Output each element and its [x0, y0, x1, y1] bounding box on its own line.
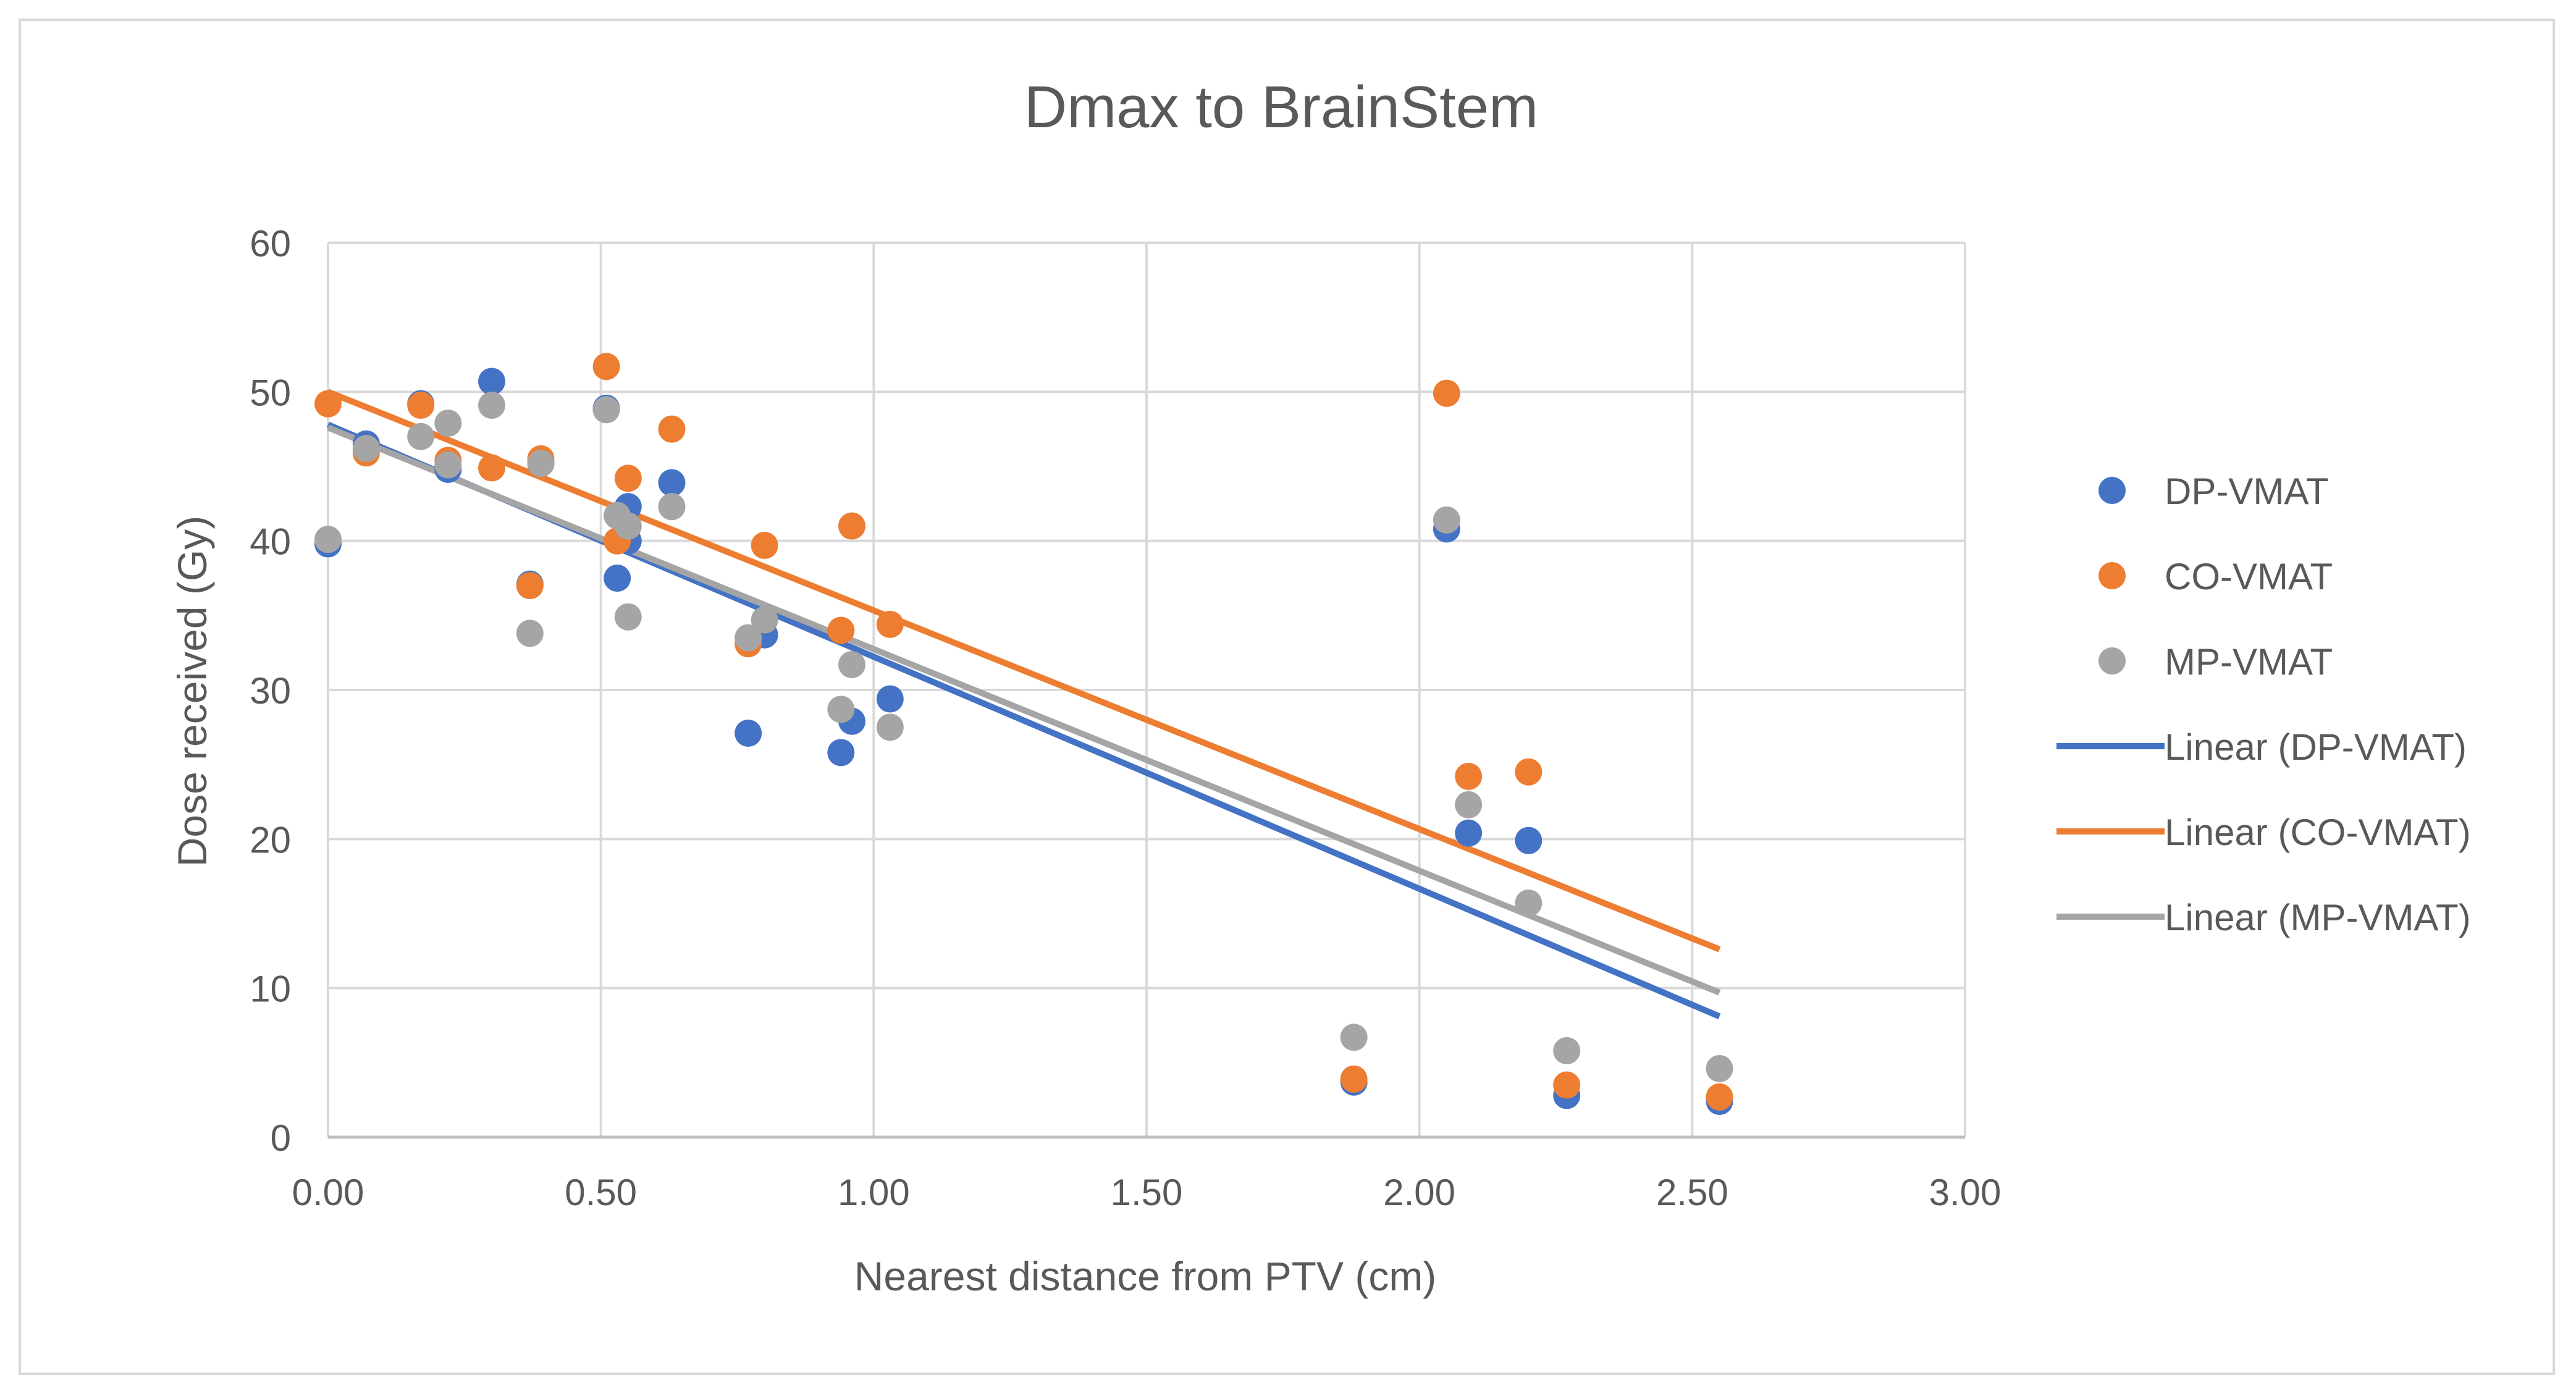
point-mp-vmat [527, 450, 555, 477]
gridlines [327, 242, 1966, 1139]
point-co-vmat [1433, 379, 1460, 407]
legend-marker-dp-vmat [2098, 477, 2126, 504]
point-mp-vmat [1340, 1024, 1368, 1051]
x-axis-label: Nearest distance from PTV (cm) [854, 1253, 1437, 1299]
point-mp-vmat [1455, 791, 1483, 818]
point-mp-vmat [407, 423, 435, 450]
x-tick-label: 0.50 [565, 1172, 637, 1213]
trendline-linear-mp-vmat [327, 424, 1721, 996]
point-co-vmat [751, 531, 778, 559]
point-mp-vmat [1553, 1037, 1581, 1065]
x-tick-label: 2.00 [1383, 1172, 1455, 1213]
point-dp-vmat [478, 368, 505, 395]
point-dp-vmat [1455, 819, 1483, 847]
point-mp-vmat [876, 713, 904, 741]
y-tick-label: 50 [250, 372, 291, 413]
y-tick-label: 10 [250, 969, 291, 1010]
point-mp-vmat [827, 696, 855, 723]
point-mp-vmat [1433, 506, 1460, 534]
legend-marker-co-vmat [2098, 562, 2126, 589]
point-co-vmat [1553, 1071, 1581, 1099]
point-dp-vmat [1515, 826, 1543, 854]
point-mp-vmat [751, 606, 778, 634]
point-mp-vmat [1515, 889, 1543, 917]
y-tick-label: 60 [250, 223, 291, 264]
y-tick-label: 20 [250, 819, 291, 860]
point-co-vmat [827, 616, 855, 644]
point-dp-vmat [734, 719, 762, 747]
point-co-vmat [516, 572, 544, 600]
x-tick-label: 0.00 [292, 1172, 364, 1213]
x-tick-label: 1.00 [838, 1172, 910, 1213]
legend-label: Linear (DP-VMAT) [2165, 726, 2467, 768]
legend-label: Linear (CO-VMAT) [2165, 812, 2471, 853]
x-tick-label: 1.50 [1111, 1172, 1183, 1213]
y-tick-label: 0 [271, 1117, 291, 1159]
legend-label: DP-VMAT [2165, 471, 2329, 512]
point-mp-vmat [352, 435, 380, 463]
point-co-vmat [592, 353, 620, 381]
legend-label: CO-VMAT [2165, 556, 2333, 597]
chart-frame: 0 10 20 30 40 50 60 0.00 0.50 1.00 1.50 2.00 2.50 3.0… [19, 19, 2555, 1375]
point-mp-vmat [314, 526, 342, 553]
y-tick-label: 40 [250, 521, 291, 563]
point-co-vmat [407, 392, 435, 419]
axis-ticks: 0 10 20 30 40 50 60 0.00 0.50 1.00 1.50 2.00 2.50 3.0… [250, 223, 2001, 1213]
point-mp-vmat [614, 603, 642, 631]
chart-svg: 0 10 20 30 40 50 60 0.00 0.50 1.00 1.50 2.00 2.50 3.0… [169, 74, 2471, 1299]
legend-label: MP-VMAT [2165, 641, 2333, 683]
point-mp-vmat [434, 451, 462, 479]
point-co-vmat [314, 390, 342, 418]
legend-label: Linear (MP-VMAT) [2165, 897, 2471, 938]
point-mp-vmat [658, 493, 686, 521]
point-dp-vmat [827, 739, 855, 767]
point-dp-vmat [604, 565, 631, 592]
y-axis-label: Dose received (Gy) [169, 516, 215, 867]
y-tick-label: 30 [250, 670, 291, 712]
x-tick-label: 3.00 [1929, 1172, 2001, 1213]
point-co-vmat [478, 454, 505, 482]
trendline-linear-co-vmat [327, 389, 1721, 952]
point-co-vmat [1340, 1065, 1368, 1093]
point-co-vmat [1706, 1083, 1733, 1111]
point-mp-vmat [516, 620, 544, 647]
legend-marker-mp-vmat [2098, 647, 2126, 675]
point-co-vmat [876, 610, 904, 638]
point-co-vmat [658, 415, 686, 443]
point-co-vmat [838, 512, 865, 540]
legend: DP-VMAT CO-VMAT MP-VMAT Linear (DP-VMAT) Lin… [2056, 471, 2471, 938]
point-mp-vmat [478, 392, 505, 419]
point-co-vmat [1455, 762, 1483, 790]
point-dp-vmat [876, 685, 904, 713]
point-mp-vmat [838, 650, 865, 678]
point-mp-vmat [734, 624, 762, 652]
chart-title: Dmax to BrainStem [1024, 74, 1538, 140]
x-tick-label: 2.50 [1656, 1172, 1728, 1213]
data-points [314, 353, 1733, 1116]
point-co-vmat [1515, 758, 1543, 786]
point-dp-vmat [658, 469, 686, 497]
point-co-vmat [614, 465, 642, 492]
point-mp-vmat [434, 410, 462, 437]
point-mp-vmat [614, 512, 642, 540]
trendlines [327, 389, 1721, 1020]
point-mp-vmat [592, 396, 620, 424]
point-mp-vmat [1706, 1054, 1733, 1082]
